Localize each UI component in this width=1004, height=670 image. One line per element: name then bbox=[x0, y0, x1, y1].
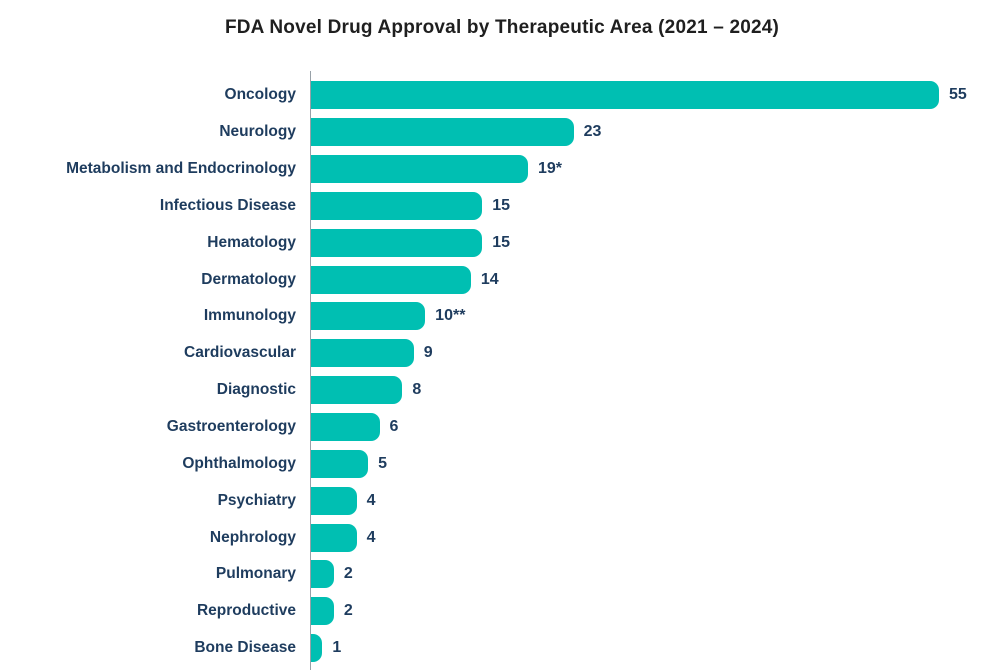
bar bbox=[311, 155, 528, 184]
bar bbox=[311, 339, 414, 368]
bar-wrap: 14 bbox=[311, 265, 499, 294]
value-label: 8 bbox=[412, 381, 422, 399]
bar bbox=[311, 376, 403, 405]
chart-row: Metabolism and Endocrinology 19* bbox=[0, 151, 1004, 188]
chart-row: Hematology 15 bbox=[0, 224, 1004, 261]
value-label: 14 bbox=[480, 270, 499, 288]
bar-wrap: 2 bbox=[311, 560, 353, 589]
chart-title: FDA Novel Drug Approval by Therapeutic A… bbox=[224, 17, 780, 38]
bar bbox=[311, 449, 369, 478]
bar bbox=[311, 634, 323, 663]
chart-row: Psychiatry 4 bbox=[0, 482, 1004, 519]
category-label: Oncology bbox=[224, 86, 296, 104]
axis-baseline bbox=[310, 71, 311, 670]
chart-row: Nephrology 4 bbox=[0, 519, 1004, 556]
bar bbox=[311, 191, 483, 220]
chart-row: Gastroenterology 6 bbox=[0, 409, 1004, 446]
category-label: Immunology bbox=[203, 307, 296, 325]
value-label: 23 bbox=[583, 123, 602, 141]
bar-wrap: 8 bbox=[311, 376, 422, 405]
bar-wrap: 15 bbox=[311, 191, 511, 220]
value-label: 55 bbox=[949, 86, 967, 104]
chart-row: Reproductive 2 bbox=[0, 593, 1004, 630]
category-label: Pulmonary bbox=[215, 565, 296, 583]
bar bbox=[311, 523, 357, 552]
category-label: Reproductive bbox=[196, 602, 296, 620]
bar bbox=[311, 597, 334, 626]
value-label: 1 bbox=[332, 639, 342, 657]
category-label: Gastroenterology bbox=[166, 418, 296, 436]
bar-chart: Oncology 55 Neurology 23 Metabolism and Endo… bbox=[0, 77, 1004, 667]
chart-row: Dermatology 14 bbox=[0, 261, 1004, 298]
bar-wrap: 4 bbox=[311, 523, 376, 552]
category-label: Infectious Disease bbox=[159, 196, 296, 214]
bar bbox=[311, 265, 471, 294]
category-label: Diagnostic bbox=[216, 381, 296, 399]
bar-wrap: 19* bbox=[311, 155, 562, 184]
bar-wrap: 10** bbox=[311, 302, 466, 331]
category-label: Psychiatry bbox=[217, 491, 296, 509]
category-label: Cardiovascular bbox=[184, 344, 296, 362]
bar bbox=[311, 560, 334, 589]
chart-row: Bone Disease 1 bbox=[0, 630, 1004, 667]
value-label: 15 bbox=[492, 196, 511, 214]
category-label: Neurology bbox=[219, 123, 296, 141]
bar bbox=[311, 118, 574, 147]
value-label: 6 bbox=[389, 418, 399, 436]
bar-wrap: 15 bbox=[311, 228, 511, 257]
value-label: 5 bbox=[378, 454, 387, 472]
bar-wrap: 1 bbox=[311, 634, 342, 663]
value-label: 2 bbox=[343, 602, 353, 620]
value-label: 19* bbox=[537, 160, 562, 178]
bar-wrap: 55 bbox=[311, 81, 967, 110]
chart-row: Infectious Disease 15 bbox=[0, 188, 1004, 225]
bar-wrap: 9 bbox=[311, 339, 433, 368]
bar bbox=[311, 486, 357, 515]
category-label: Dermatology bbox=[201, 270, 296, 288]
bar-wrap: 4 bbox=[311, 486, 376, 515]
category-label: Bone Disease bbox=[194, 639, 296, 657]
value-label: 15 bbox=[492, 233, 511, 251]
bar-wrap: 5 bbox=[311, 449, 387, 478]
category-label: Ophthalmology bbox=[182, 454, 296, 472]
chart-row: Immunology 10** bbox=[0, 298, 1004, 335]
chart-row: Cardiovascular 9 bbox=[0, 335, 1004, 372]
bar bbox=[311, 302, 426, 331]
chart-row: Diagnostic 8 bbox=[0, 372, 1004, 409]
chart-row: Ophthalmology 5 bbox=[0, 445, 1004, 482]
bar bbox=[311, 228, 483, 257]
value-label: 2 bbox=[343, 565, 353, 583]
bar bbox=[311, 81, 939, 110]
value-label: 4 bbox=[366, 491, 376, 509]
bar-wrap: 2 bbox=[311, 597, 353, 626]
bar-wrap: 6 bbox=[311, 413, 399, 442]
value-label: 4 bbox=[366, 528, 376, 546]
category-label: Nephrology bbox=[209, 528, 296, 546]
value-label: 10** bbox=[435, 307, 466, 325]
category-label: Hematology bbox=[207, 233, 296, 251]
bar bbox=[311, 413, 380, 442]
value-label: 9 bbox=[423, 344, 433, 362]
bar-wrap: 23 bbox=[311, 118, 602, 147]
chart-row: Oncology 55 bbox=[0, 77, 1004, 114]
chart-row: Pulmonary 2 bbox=[0, 556, 1004, 593]
chart-row: Neurology 23 bbox=[0, 114, 1004, 151]
category-label: Metabolism and Endocrinology bbox=[66, 160, 296, 178]
